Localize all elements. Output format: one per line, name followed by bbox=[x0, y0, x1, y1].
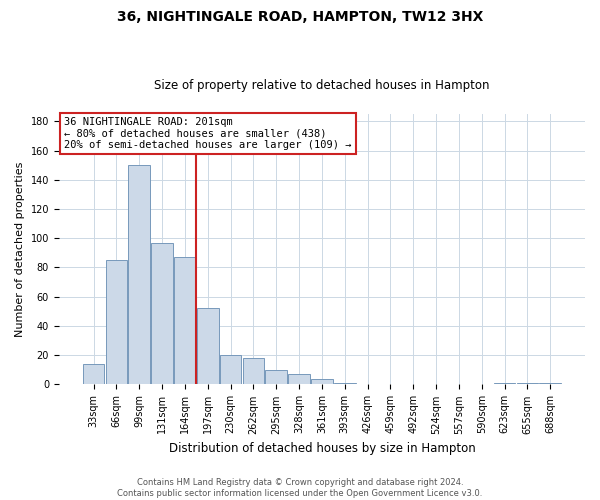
Bar bbox=[174, 258, 196, 384]
Text: 36 NIGHTINGALE ROAD: 201sqm
← 80% of detached houses are smaller (438)
20% of se: 36 NIGHTINGALE ROAD: 201sqm ← 80% of det… bbox=[64, 116, 352, 150]
Bar bbox=[83, 364, 104, 384]
Bar bbox=[539, 383, 561, 384]
Y-axis label: Number of detached properties: Number of detached properties bbox=[15, 162, 25, 337]
Bar bbox=[242, 358, 264, 384]
X-axis label: Distribution of detached houses by size in Hampton: Distribution of detached houses by size … bbox=[169, 442, 475, 455]
Bar bbox=[311, 378, 333, 384]
Bar bbox=[197, 308, 218, 384]
Bar bbox=[494, 383, 515, 384]
Bar bbox=[128, 165, 150, 384]
Text: 36, NIGHTINGALE ROAD, HAMPTON, TW12 3HX: 36, NIGHTINGALE ROAD, HAMPTON, TW12 3HX bbox=[117, 10, 483, 24]
Bar bbox=[265, 370, 287, 384]
Title: Size of property relative to detached houses in Hampton: Size of property relative to detached ho… bbox=[154, 79, 490, 92]
Bar bbox=[106, 260, 127, 384]
Bar bbox=[334, 383, 356, 384]
Text: Contains HM Land Registry data © Crown copyright and database right 2024.
Contai: Contains HM Land Registry data © Crown c… bbox=[118, 478, 482, 498]
Bar bbox=[288, 374, 310, 384]
Bar bbox=[517, 383, 538, 384]
Bar bbox=[220, 355, 241, 384]
Bar bbox=[151, 242, 173, 384]
